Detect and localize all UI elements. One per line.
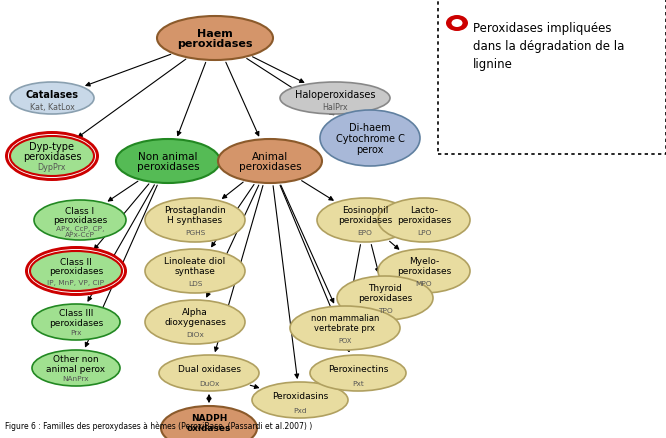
Ellipse shape (161, 406, 257, 438)
Text: Pxt: Pxt (352, 380, 364, 386)
Text: Di-haem
Cytochrome C
perox: Di-haem Cytochrome C perox (336, 123, 404, 155)
Text: Non animal
peroxidases: Non animal peroxidases (137, 151, 199, 172)
Text: Prx: Prx (70, 329, 82, 335)
Ellipse shape (34, 201, 126, 240)
Text: NADPH
oxidases: NADPH oxidases (186, 413, 231, 432)
Ellipse shape (320, 111, 420, 166)
Text: Prostaglandin
H synthases: Prostaglandin H synthases (164, 206, 226, 224)
Ellipse shape (378, 249, 470, 293)
Ellipse shape (378, 198, 470, 243)
Text: Pxd: Pxd (293, 407, 307, 413)
Text: MPO: MPO (416, 280, 432, 286)
Ellipse shape (28, 249, 124, 293)
Text: non mammalian
vertebrate prx: non mammalian vertebrate prx (311, 314, 379, 332)
Text: DypPrx: DypPrx (38, 163, 66, 172)
Text: LPO: LPO (417, 230, 431, 236)
Ellipse shape (310, 355, 406, 391)
Text: Peroxidasins: Peroxidasins (272, 391, 328, 400)
Ellipse shape (280, 83, 390, 115)
Text: Lacto-
peroxidases: Lacto- peroxidases (397, 206, 451, 224)
Text: Thyroid
peroxidases: Thyroid peroxidases (358, 283, 412, 302)
Text: Animal
peroxidases: Animal peroxidases (238, 151, 301, 172)
Ellipse shape (446, 16, 468, 32)
Ellipse shape (317, 198, 413, 243)
Text: LDS: LDS (188, 280, 202, 286)
Ellipse shape (145, 300, 245, 344)
Ellipse shape (8, 135, 96, 179)
Text: Eosinophil
peroxidases: Eosinophil peroxidases (338, 206, 392, 224)
Text: Class I
peroxidases: Class I peroxidases (53, 206, 107, 225)
Text: Class III
peroxidases: Class III peroxidases (49, 308, 103, 327)
Ellipse shape (30, 251, 122, 291)
Text: Kat, KatLox: Kat, KatLox (29, 103, 75, 112)
Text: Class II
peroxidases: Class II peroxidases (49, 257, 103, 276)
Text: rboh / NOX: rboh / NOX (189, 437, 229, 438)
Text: Myelo-
peroxidases: Myelo- peroxidases (397, 257, 451, 275)
Text: Peroxinectins: Peroxinectins (328, 364, 388, 373)
Ellipse shape (5, 132, 99, 182)
Text: Figure 6 : Familles des peroxydases à hèmes (PeroxiBase ,(Passardi et al.2007) ): Figure 6 : Familles des peroxydases à hè… (5, 420, 312, 430)
Text: Haem
peroxidases: Haem peroxidases (177, 28, 253, 49)
Text: TPO: TPO (378, 307, 392, 313)
Text: DuOx: DuOx (199, 380, 219, 386)
Ellipse shape (290, 306, 400, 350)
FancyBboxPatch shape (438, 0, 666, 155)
Ellipse shape (145, 249, 245, 293)
Ellipse shape (452, 20, 462, 28)
Ellipse shape (145, 198, 245, 243)
Ellipse shape (218, 140, 322, 184)
Text: POX: POX (338, 337, 352, 343)
Text: PGHS: PGHS (185, 230, 205, 236)
Text: IP, MnP, VP, CiP: IP, MnP, VP, CiP (47, 279, 105, 285)
Text: Linoleate diol
synthase: Linoleate diol synthase (165, 257, 226, 275)
Text: APx, CcP, CP,
APx-CcP: APx, CcP, CP, APx-CcP (56, 226, 104, 237)
Text: NAnPrx: NAnPrx (63, 375, 89, 381)
Text: Dyp-type
peroxidases: Dyp-type peroxidases (23, 141, 81, 162)
Ellipse shape (10, 137, 94, 177)
Ellipse shape (116, 140, 220, 184)
Ellipse shape (252, 382, 348, 418)
Ellipse shape (157, 17, 273, 61)
Text: Catalases: Catalases (25, 90, 79, 100)
Text: EPO: EPO (358, 230, 372, 236)
Text: Haloperoxidases: Haloperoxidases (295, 90, 375, 100)
Ellipse shape (337, 276, 433, 320)
Text: Peroxidases impliquées
dans la dégradation de la
lignine: Peroxidases impliquées dans la dégradati… (473, 21, 625, 71)
Text: Dual oxidases: Dual oxidases (178, 364, 240, 373)
Text: Alpha
dioxygenases: Alpha dioxygenases (164, 307, 226, 326)
Ellipse shape (25, 247, 127, 297)
Ellipse shape (159, 355, 259, 391)
Text: DiOx: DiOx (186, 331, 204, 337)
Ellipse shape (32, 350, 120, 386)
Ellipse shape (10, 83, 94, 115)
Text: Other non
animal perox: Other non animal perox (47, 354, 106, 373)
Ellipse shape (32, 304, 120, 340)
Text: HalPrx: HalPrx (322, 103, 348, 112)
